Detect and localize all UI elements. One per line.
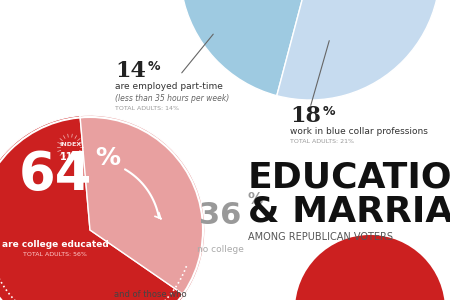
Text: 64: 64 bbox=[18, 149, 92, 201]
Wedge shape bbox=[211, 0, 440, 100]
Wedge shape bbox=[182, 0, 310, 96]
Text: & MARRIAGE: & MARRIAGE bbox=[248, 195, 450, 229]
Text: TOTAL ADULTS: 56%: TOTAL ADULTS: 56% bbox=[23, 252, 87, 257]
Wedge shape bbox=[80, 115, 205, 295]
Text: %: % bbox=[95, 146, 121, 170]
Text: work in blue collar professions: work in blue collar professions bbox=[290, 127, 428, 136]
Text: are employed part-time: are employed part-time bbox=[115, 82, 223, 91]
Text: 18: 18 bbox=[290, 105, 321, 127]
Text: 14: 14 bbox=[115, 60, 146, 82]
Text: %: % bbox=[248, 193, 263, 208]
Circle shape bbox=[295, 235, 445, 300]
Text: TOTAL ADULTS: 21%: TOTAL ADULTS: 21% bbox=[290, 139, 354, 144]
Text: 115: 115 bbox=[60, 152, 80, 162]
Text: AMONG REPUBLICAN VOTERS: AMONG REPUBLICAN VOTERS bbox=[248, 232, 393, 242]
Text: (less than 35 hours per week): (less than 35 hours per week) bbox=[115, 94, 229, 103]
Text: TOTAL ADULTS: 14%: TOTAL ADULTS: 14% bbox=[115, 106, 179, 111]
Text: 36: 36 bbox=[199, 200, 241, 230]
Text: INDEX: INDEX bbox=[59, 142, 81, 147]
Text: EDUCATION: EDUCATION bbox=[248, 160, 450, 194]
Text: %: % bbox=[148, 60, 161, 73]
Text: no college: no college bbox=[197, 245, 243, 254]
Wedge shape bbox=[0, 116, 184, 300]
Text: and of those who: and of those who bbox=[114, 290, 186, 299]
Text: are college educated: are college educated bbox=[2, 240, 108, 249]
Text: %: % bbox=[323, 105, 336, 118]
